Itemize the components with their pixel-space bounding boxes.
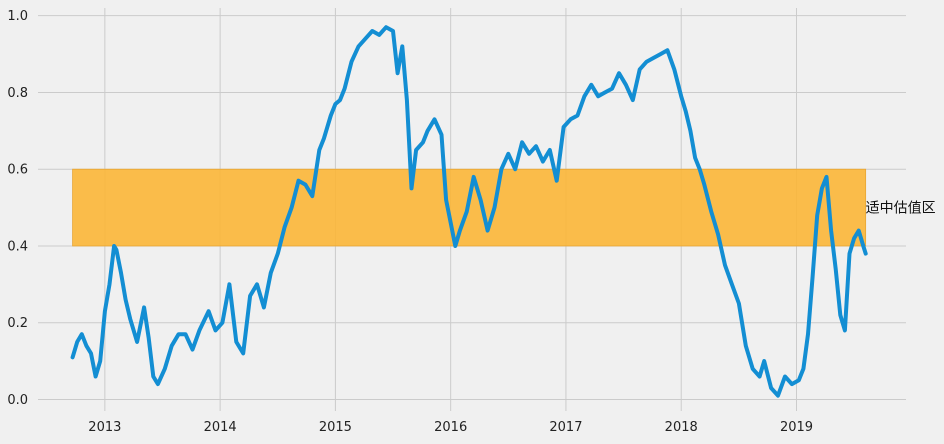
series-layer — [70, 25, 868, 398]
series-line — [70, 25, 868, 398]
y-tick-label: 0.2 — [7, 316, 28, 331]
x-tick-label: 2016 — [434, 420, 467, 435]
x-tick-label: 2014 — [204, 420, 237, 435]
y-tick-label: 0.4 — [7, 239, 28, 254]
axis-tick-labels: 0.0 0.2 0.4 0.6 0.8 1.0 2013 2014 2015 2016 2017 20… — [7, 9, 813, 435]
band-label: 适中估值区 — [866, 201, 936, 217]
y-tick-label: 0.6 — [7, 163, 28, 178]
x-tick-label: 2015 — [319, 420, 352, 435]
y-tick-label: 0.0 — [7, 393, 28, 408]
x-tick-label: 2019 — [780, 420, 813, 435]
y-tick-label: 1.0 — [7, 9, 28, 24]
x-tick-label: 2017 — [549, 420, 582, 435]
x-tick-label: 2013 — [88, 420, 121, 435]
y-tick-label: 0.8 — [7, 86, 28, 101]
annotation-layer: 适中估值区 — [866, 201, 936, 217]
x-tick-label: 2018 — [665, 420, 698, 435]
